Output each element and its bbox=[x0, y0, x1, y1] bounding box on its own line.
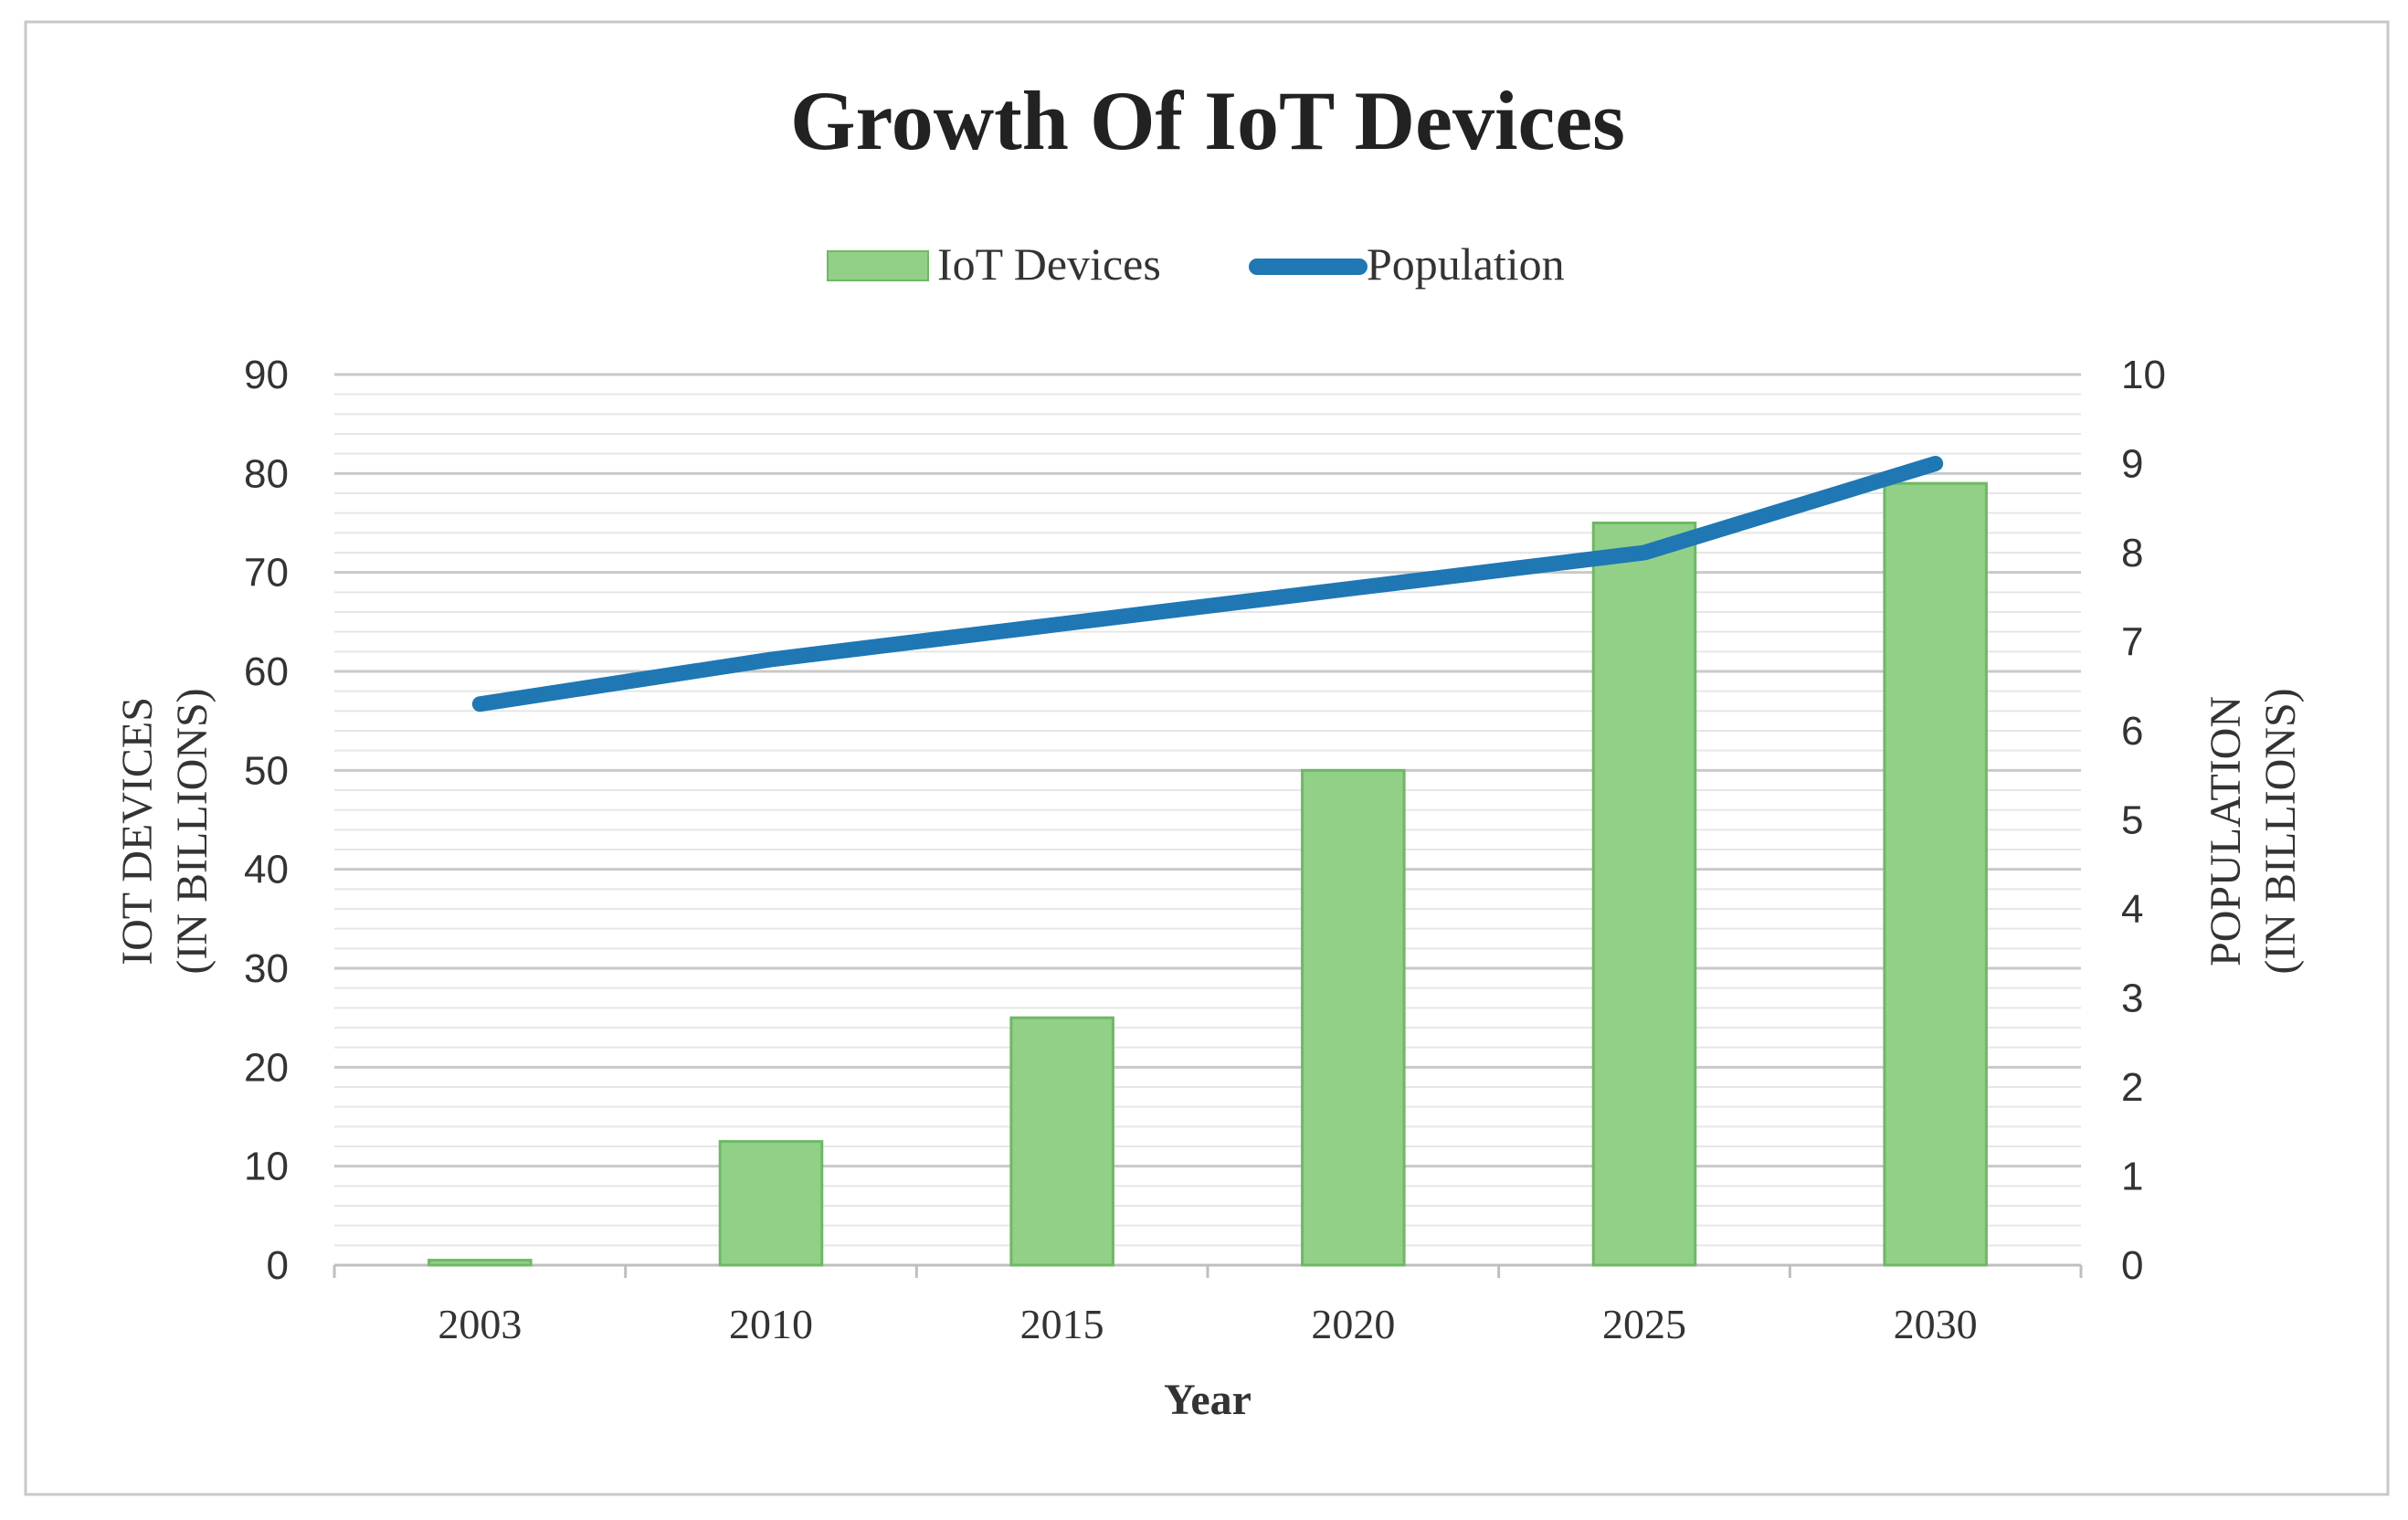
point-population-2030 bbox=[1929, 458, 1941, 470]
bar-iot-devices-2015 bbox=[1009, 1016, 1114, 1267]
y2-tick-label: 9 bbox=[2121, 442, 2143, 487]
y-tick-label: 40 bbox=[244, 848, 289, 892]
legend-label-iot-devices: IoT Devices bbox=[937, 238, 1161, 290]
point-population-2015 bbox=[1056, 618, 1068, 629]
x-tick-label: 2020 bbox=[1311, 1301, 1395, 1347]
y2-tick-label: 10 bbox=[2121, 353, 2166, 397]
chart-border bbox=[24, 20, 2390, 1496]
y-axis-title-line2: (IN BILLIONS) bbox=[168, 688, 217, 974]
y2-tick-label: 2 bbox=[2121, 1065, 2143, 1110]
y-axis-title-line1: IOT DEVICES bbox=[113, 697, 162, 966]
axes bbox=[333, 1263, 2083, 1278]
y2-axis-title-line2: (IN BILLIONS) bbox=[2256, 688, 2305, 974]
x-tick-label: 2025 bbox=[1602, 1301, 1686, 1347]
y2-tick-label: 7 bbox=[2121, 620, 2143, 665]
point-population-2010 bbox=[766, 654, 776, 665]
point-population-2025 bbox=[1639, 547, 1650, 558]
gridlines bbox=[334, 373, 2081, 1267]
y-tick-label: 70 bbox=[244, 551, 289, 596]
y-tick-label: 0 bbox=[267, 1243, 289, 1288]
bar-series-iot-devices bbox=[428, 481, 1988, 1267]
y2-tick-label: 0 bbox=[2121, 1243, 2143, 1288]
legend: IoT Devices Population bbox=[827, 238, 1565, 290]
x-axis-title: Year bbox=[1164, 1376, 1252, 1424]
x-tick-label: 2015 bbox=[1020, 1301, 1104, 1347]
legend-swatch-iot-devices bbox=[827, 250, 929, 281]
bar-iot-devices-2020 bbox=[1301, 768, 1406, 1267]
point-population-2020 bbox=[1347, 583, 1359, 594]
y-tick-label: 50 bbox=[244, 748, 289, 793]
chart-title: Growth Of IoT Devices bbox=[790, 74, 1625, 167]
y-tick-label: 10 bbox=[244, 1145, 289, 1189]
y2-tick-label: 1 bbox=[2121, 1155, 2143, 1199]
bar-iot-devices-2030 bbox=[1883, 481, 1988, 1267]
y2-axis-title-line1: POPULATION bbox=[2202, 696, 2250, 966]
y2-tick-label: 4 bbox=[2121, 887, 2143, 932]
bar-iot-devices-2010 bbox=[718, 1140, 824, 1267]
y2-tick-label: 6 bbox=[2121, 709, 2143, 754]
bar-iot-devices-2025 bbox=[1591, 522, 1697, 1267]
legend-label-population: Population bbox=[1367, 238, 1565, 290]
point-population-2003 bbox=[474, 698, 486, 710]
y-tick-label: 90 bbox=[244, 353, 289, 397]
line-series-population bbox=[471, 456, 1944, 712]
y-tick-label: 80 bbox=[244, 451, 289, 496]
y-tick-label: 30 bbox=[244, 946, 289, 991]
y2-tick-label: 8 bbox=[2121, 531, 2143, 575]
x-tick-label: 2030 bbox=[1894, 1301, 1978, 1347]
y-tick-label: 60 bbox=[244, 649, 289, 694]
line-population bbox=[471, 456, 1944, 712]
y-tick-label: 20 bbox=[244, 1045, 289, 1090]
y2-tick-label: 3 bbox=[2121, 976, 2143, 1021]
x-tick-label: 2010 bbox=[729, 1301, 813, 1347]
y2-tick-label: 5 bbox=[2121, 798, 2143, 843]
bar-iot-devices-2003 bbox=[428, 1259, 533, 1267]
x-tick-label: 2003 bbox=[438, 1301, 522, 1347]
